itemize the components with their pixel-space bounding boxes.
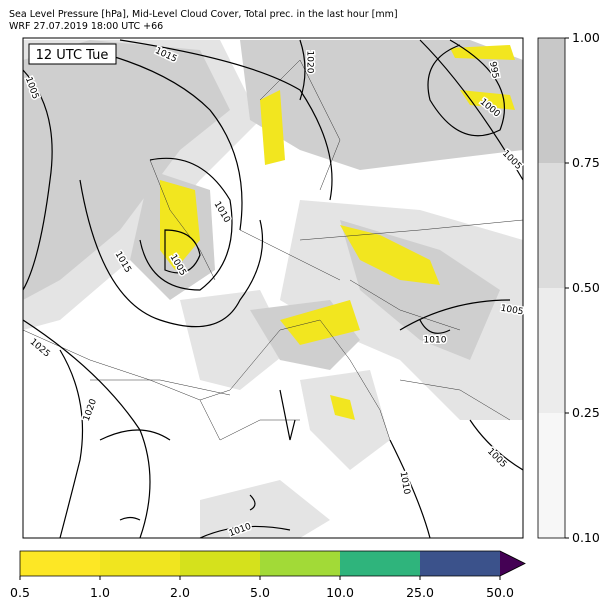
precip-tick-label: 1.0: [90, 585, 110, 600]
isobar-label: 1020: [305, 51, 315, 74]
cloud-tick-label: 0.50: [572, 280, 600, 295]
precip-tick-label: 2.0: [170, 585, 190, 600]
subtitle: WRF 27.07.2019 18:00 UTC +66: [9, 21, 163, 32]
isobar-label: 995: [487, 61, 500, 80]
title: Sea Level Pressure [hPa], Mid-Level Clou…: [9, 9, 398, 20]
cloud-tick-label: 0.25: [572, 405, 600, 420]
cloud-tick-label: 1.00: [572, 30, 600, 45]
time-label: 12 UTC Tue: [36, 48, 109, 63]
isobar-label: 1010: [424, 336, 447, 346]
precip-colorbar: 0.5 1.0 2.0 5.0 10.0 25.0 50.0: [10, 550, 526, 600]
precip-tick-label: 10.0: [326, 585, 354, 600]
precip-tick-label: 5.0: [250, 585, 270, 600]
precip-tick-label: 50.0: [486, 585, 514, 600]
cloud-tick-label: 0.75: [572, 155, 600, 170]
cloud-colorbar: 1.00 0.75 0.50 0.25 0.10: [537, 30, 600, 545]
precip-tick-label: 25.0: [406, 585, 434, 600]
precip-tick-label: 0.5: [10, 585, 30, 600]
cloud-tick-label: 0.10: [572, 530, 600, 545]
